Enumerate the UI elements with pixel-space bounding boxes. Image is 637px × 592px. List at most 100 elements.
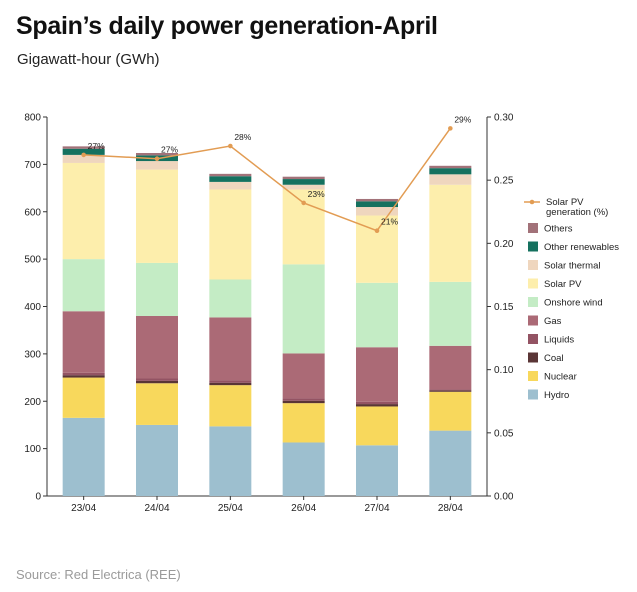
bar-segment <box>209 426 252 496</box>
line-point <box>154 156 160 161</box>
bar-segment <box>282 398 325 401</box>
line-point <box>374 228 380 233</box>
y-tick-label: 0 <box>35 492 41 503</box>
legend-swatch <box>528 223 538 233</box>
legend-swatch <box>528 371 538 381</box>
bar-segment <box>136 380 178 384</box>
bar-segment <box>429 389 472 391</box>
legend-label: Solar PV <box>544 279 582 290</box>
bar-segment <box>62 259 105 312</box>
y2-tick-label: 0.15 <box>494 302 514 313</box>
y2-tick-label: 0.30 <box>494 113 514 124</box>
legend-label: Others <box>544 224 573 235</box>
legend-swatch <box>528 241 538 252</box>
data-label: 28% <box>234 132 251 142</box>
legend-label: generation (%) <box>546 207 608 218</box>
bar-segment <box>356 215 398 283</box>
bar-segment <box>282 264 325 354</box>
bar-segment <box>429 184 472 282</box>
bar-segment <box>62 311 105 373</box>
bar-segment <box>282 353 325 399</box>
bar-segment <box>429 430 472 496</box>
bar-segment <box>356 207 398 216</box>
bar-segment <box>62 375 105 378</box>
legend-swatch <box>528 389 538 400</box>
legend-swatch <box>528 352 538 363</box>
y2-tick-label: 0.00 <box>494 492 514 503</box>
y-tick-label: 600 <box>24 207 41 218</box>
bar-segment <box>62 146 105 149</box>
legend-swatch <box>528 334 538 344</box>
y-tick-label: 500 <box>24 255 41 266</box>
legend-label: Nuclear <box>544 372 577 383</box>
bar-segment <box>209 181 252 190</box>
y2-tick-label: 0.25 <box>494 176 514 187</box>
bar-segment <box>356 406 398 446</box>
bar-segment <box>356 347 398 402</box>
bar-segment <box>356 404 398 407</box>
legend-swatch <box>528 278 538 289</box>
bar-segment <box>62 372 105 376</box>
bar-segment <box>429 174 472 185</box>
legend-swatch <box>528 315 538 326</box>
line-point <box>301 200 306 206</box>
legend-swatch <box>528 297 538 307</box>
bar-segment <box>282 403 325 443</box>
bar-segment <box>282 179 325 185</box>
bar-segment <box>209 317 252 381</box>
x-tick-label: 23/04 <box>71 503 96 514</box>
data-label: 27% <box>161 145 178 155</box>
bar-segment <box>356 401 398 405</box>
bar-segment <box>62 148 105 155</box>
line-point <box>228 143 233 149</box>
x-tick-label: 26/04 <box>291 503 316 514</box>
legend-label: Solar thermal <box>544 261 601 272</box>
y-tick-label: 400 <box>24 302 41 313</box>
bar-segment <box>136 262 178 316</box>
bar-segment <box>356 282 398 348</box>
data-label: 23% <box>308 189 325 199</box>
bar-segment <box>429 390 472 392</box>
legend-label: Solar PV <box>546 197 584 208</box>
bar-segment <box>429 391 472 431</box>
bar-segment <box>136 169 178 263</box>
data-label: 21% <box>381 217 398 227</box>
legend-label: Other renewables <box>544 242 619 253</box>
bar-segment <box>209 173 252 177</box>
y2-tick-label: 0.05 <box>494 428 514 439</box>
bar-segment <box>209 279 252 318</box>
bar-segment <box>62 377 105 418</box>
legend-label: Coal <box>544 353 564 364</box>
bar-segment <box>282 184 325 190</box>
bar-segment <box>209 385 252 427</box>
x-tick-label: 27/04 <box>364 503 389 514</box>
bar-segment <box>429 165 472 169</box>
bar-segment <box>209 189 252 280</box>
y-tick-label: 100 <box>24 444 41 455</box>
bar-segment <box>356 198 398 202</box>
bar-segment <box>282 176 325 180</box>
x-tick-label: 28/04 <box>438 503 463 514</box>
y2-tick-label: 0.20 <box>494 239 514 250</box>
bar-segment <box>136 315 178 379</box>
bar-segment <box>136 161 178 170</box>
bar-segment <box>62 417 105 496</box>
x-tick-label: 24/04 <box>144 503 169 514</box>
bar-segment <box>136 378 178 381</box>
solar-pv-share-line <box>83 127 451 232</box>
source-note: Source: Red Electrica (REE) <box>16 567 181 582</box>
chart-area: 0 100 200 300 400 500 600 700 800 0.00 0.05 0.10 0.1… <box>24 113 619 515</box>
bar-segment <box>136 424 178 496</box>
bar-segment <box>62 162 105 260</box>
y2-tick-label: 0.10 <box>494 365 514 376</box>
chart-subtitle: Gigawatt-hour (GWh) <box>17 51 160 68</box>
bar-segment <box>356 445 398 496</box>
legend-swatch <box>528 260 538 270</box>
bar-segment <box>429 281 472 346</box>
bar-segment <box>429 345 472 390</box>
y-tick-label: 800 <box>24 113 41 124</box>
y-tick-label: 700 <box>24 160 41 171</box>
y-tick-label: 300 <box>24 349 41 360</box>
legend-label: Liquids <box>544 335 574 346</box>
data-label: 27% <box>88 141 105 151</box>
